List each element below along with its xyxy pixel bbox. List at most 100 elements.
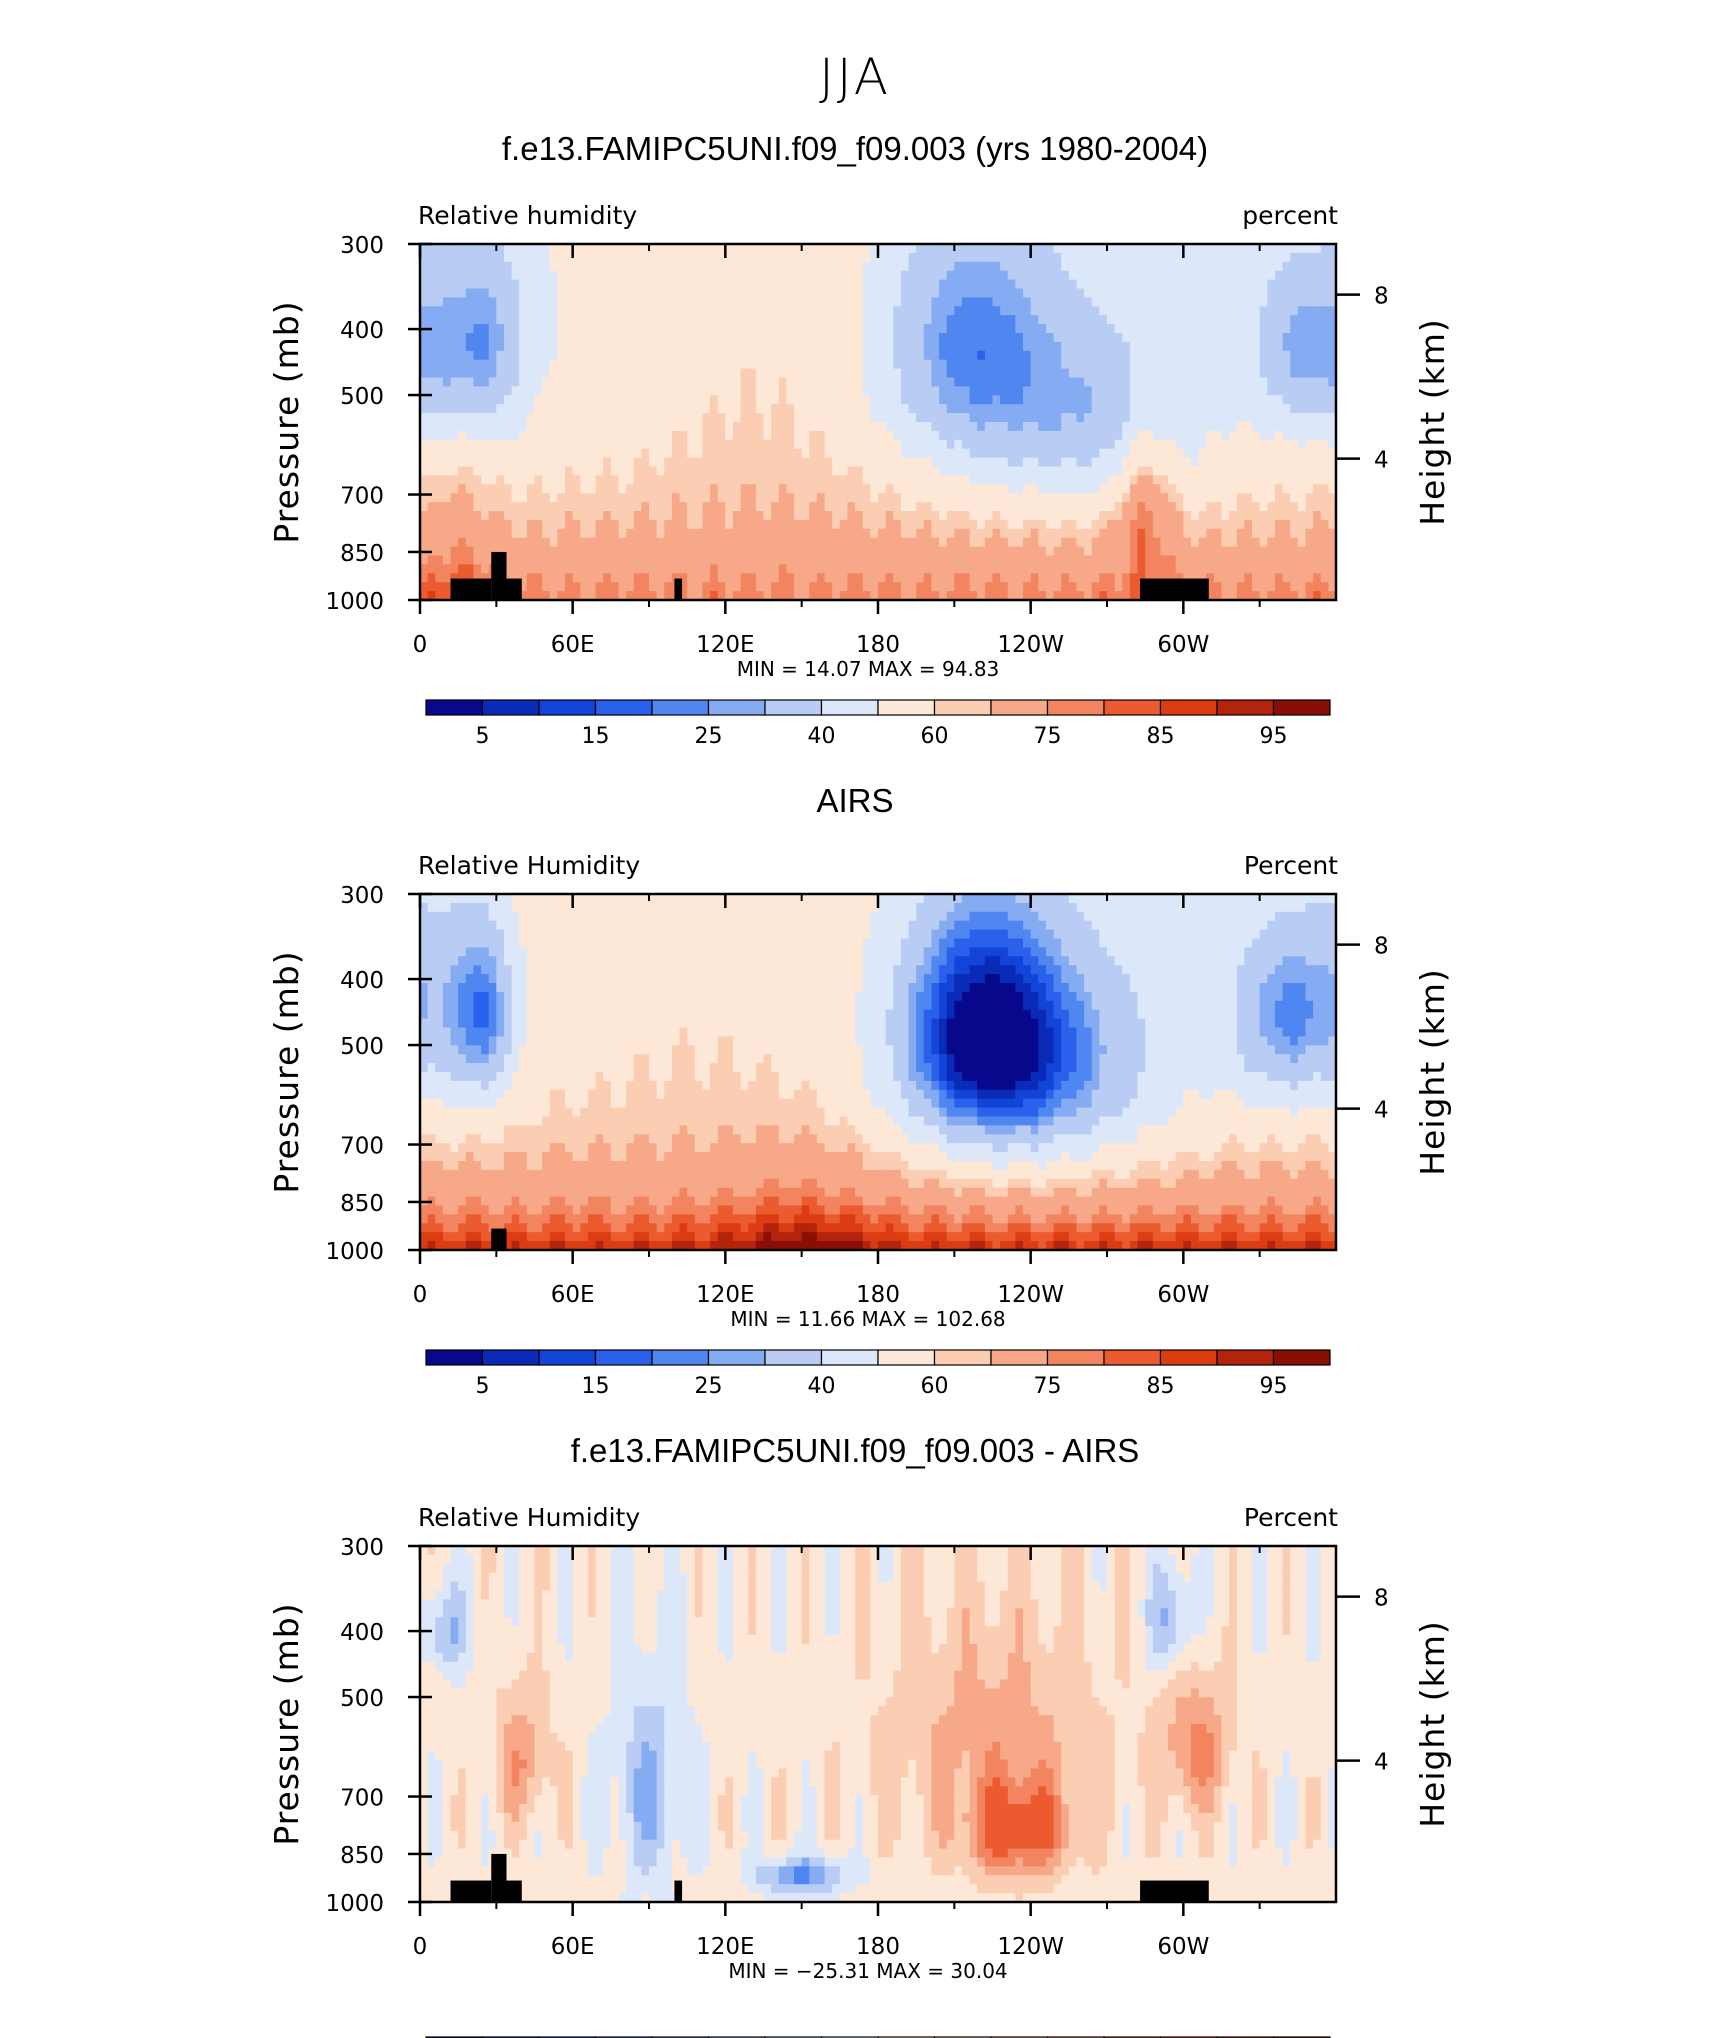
field-cell — [1213, 591, 1223, 601]
field-cell — [1076, 564, 1085, 574]
field-cell — [633, 422, 642, 432]
field-cell — [694, 466, 704, 476]
field-cell — [1137, 546, 1146, 557]
field-cell — [862, 457, 871, 468]
field-cell — [656, 430, 665, 441]
field-cell — [839, 894, 849, 904]
field-cell — [763, 270, 772, 281]
field-cell — [526, 537, 536, 548]
field-cell — [1114, 341, 1123, 352]
field-cell — [1160, 252, 1169, 263]
field-cell — [534, 306, 543, 316]
field-cell — [923, 288, 933, 298]
field-cell — [954, 537, 963, 548]
field-cell — [992, 511, 1001, 521]
field-cell — [1274, 244, 1284, 254]
field-cell — [1190, 350, 1200, 361]
field-cell — [1168, 439, 1177, 450]
field-cell — [649, 439, 658, 450]
field-cell — [526, 493, 536, 503]
field-cell — [1221, 430, 1230, 441]
field-cell — [603, 252, 612, 263]
field-cell — [519, 244, 528, 254]
field-cell — [916, 591, 925, 601]
field-cell — [496, 404, 505, 414]
field-cell — [526, 413, 536, 423]
field-cell — [458, 359, 467, 370]
field-cell — [503, 270, 513, 281]
field-cell — [519, 555, 528, 565]
field-cell — [1015, 333, 1024, 343]
field-cell — [1053, 368, 1062, 379]
topography-block — [506, 578, 522, 600]
field-cell — [839, 528, 849, 539]
field-cell — [1122, 528, 1131, 539]
field-cell — [778, 519, 787, 530]
field-cell — [1252, 430, 1261, 441]
field-cell — [1282, 244, 1291, 254]
field-cell — [618, 261, 627, 272]
field-cell — [641, 466, 650, 476]
field-cell — [488, 244, 497, 254]
field-cell — [847, 368, 856, 379]
field-cell — [1274, 315, 1284, 325]
field-cell — [740, 439, 749, 450]
field-cell — [496, 502, 505, 512]
field-cell — [1068, 324, 1078, 334]
field-cell — [1061, 413, 1070, 423]
field-cell — [1175, 261, 1184, 272]
field-cell — [519, 386, 528, 396]
field-cell — [1038, 537, 1047, 548]
field-cell — [1091, 288, 1100, 298]
field-cell — [1297, 484, 1307, 494]
field-cell — [1099, 475, 1108, 485]
field-cell — [702, 519, 711, 530]
field-cell — [1023, 475, 1032, 485]
field-cell — [1252, 439, 1261, 450]
panel-2-title: AIRS — [816, 782, 894, 819]
field-cell — [694, 288, 704, 298]
field-cell — [1183, 466, 1192, 476]
field-cell — [839, 475, 849, 485]
field-cell — [420, 894, 429, 904]
field-cell — [1129, 519, 1139, 530]
field-cell — [1213, 537, 1223, 548]
field-cell — [778, 448, 787, 459]
field-cell — [847, 386, 856, 396]
field-cell — [488, 439, 497, 450]
field-cell — [900, 261, 910, 272]
field-cell — [885, 270, 894, 281]
field-cell — [717, 270, 726, 281]
field-cell — [878, 315, 887, 325]
field-cell — [1129, 475, 1139, 485]
field-cell — [420, 350, 429, 361]
field-cell — [1221, 341, 1230, 352]
field-cell — [1023, 306, 1032, 316]
field-cell — [450, 475, 459, 485]
field-cell — [450, 368, 459, 379]
field-cell — [473, 288, 482, 298]
field-cell — [1152, 261, 1162, 272]
field-cell — [717, 475, 726, 485]
field-cell — [977, 484, 986, 494]
field-cell — [664, 466, 673, 476]
field-cell — [1190, 564, 1200, 574]
field-cell — [1107, 430, 1116, 441]
field-cell — [1061, 582, 1070, 592]
field-cell — [503, 511, 513, 521]
field-cell — [732, 315, 742, 325]
field-cell — [1236, 502, 1245, 512]
field-cell — [1267, 422, 1276, 432]
field-cell — [687, 261, 696, 272]
field-cell — [503, 439, 513, 450]
field-cell — [1030, 279, 1039, 290]
field-cell — [1015, 244, 1024, 254]
field-cell — [1107, 493, 1116, 503]
field-cell — [1290, 377, 1299, 387]
field-cell — [748, 466, 757, 476]
field-cell — [587, 315, 597, 325]
field-cell — [542, 519, 551, 530]
field-cell — [557, 573, 566, 583]
field-cell — [1038, 315, 1047, 325]
field-cell — [1152, 244, 1162, 254]
